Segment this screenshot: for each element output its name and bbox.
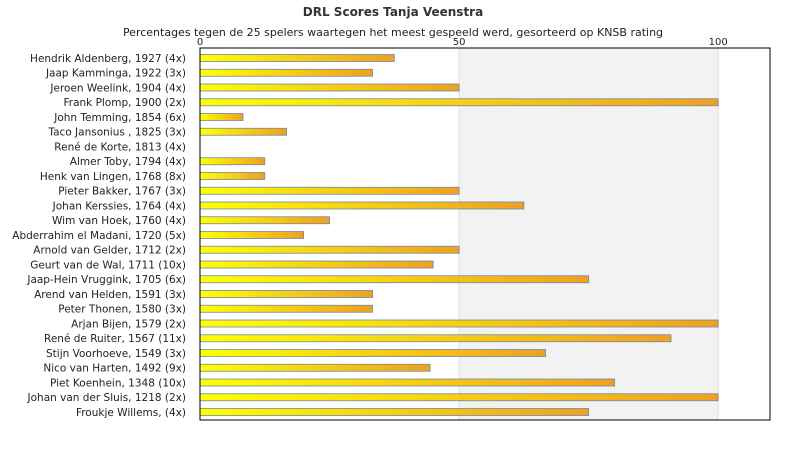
bar (199, 304, 373, 313)
bar (199, 186, 460, 195)
plot-background (459, 48, 719, 420)
bar (199, 319, 719, 328)
category-label: Hendrik Aldenberg, 1927 (4x) (30, 53, 186, 65)
x-axis-ticks: 0 50 100 (197, 37, 728, 48)
bar (199, 393, 719, 402)
bar (199, 408, 590, 416)
category-label: Johan van der Sluis, 1218 (2x) (27, 392, 186, 404)
bar (199, 216, 330, 225)
bar (199, 245, 460, 254)
category-label: Wim van Hoek, 1760 (4x) (52, 215, 186, 227)
category-label: Peter Thonen, 1580 (3x) (58, 304, 186, 316)
bar (199, 290, 373, 298)
category-label: Nico van Harten, 1492 (9x) (43, 363, 186, 375)
gridlines (458, 48, 719, 420)
bar (199, 334, 672, 343)
shaded-band (459, 48, 719, 420)
bar (199, 127, 287, 136)
x-tick-label: 50 (453, 37, 466, 48)
category-label: Henk van Lingen, 1768 (8x) (40, 171, 186, 183)
category-label: Jeroen Weelink, 1904 (4x) (49, 82, 186, 94)
category-label: Geurt van de Wal, 1711 (10x) (30, 259, 186, 271)
bar (199, 68, 373, 77)
chart-title: DRL Scores Tanja Veenstra (303, 5, 483, 19)
bar (199, 157, 266, 166)
bar (199, 83, 460, 92)
category-label: Johan Kerssies, 1764 (4x) (52, 200, 186, 212)
bar (199, 260, 434, 269)
category-label: Abderrahim el Madani, 1720 (5x) (12, 230, 186, 242)
category-label: Arjan Bijen, 1579 (2x) (71, 318, 186, 330)
bar (199, 378, 615, 387)
category-label: Piet Koenhein, 1348 (10x) (50, 377, 186, 389)
category-labels: Hendrik Aldenberg, 1927 (4x) Jaap Kamming… (12, 53, 186, 419)
bar (199, 54, 395, 62)
x-tick-label: 0 (197, 37, 203, 48)
bar (199, 201, 525, 210)
bar (199, 172, 266, 180)
category-label: René de Korte, 1813 (4x) (54, 141, 186, 153)
bar (199, 113, 244, 121)
category-label: René de Ruiter, 1567 (11x) (44, 333, 186, 345)
category-label: Stijn Voorhoeve, 1549 (3x) (46, 348, 186, 360)
bar (199, 349, 547, 357)
plot-border (199, 47, 771, 421)
bar (199, 231, 305, 239)
bars-group (199, 54, 719, 416)
category-label: Jaap Kamminga, 1922 (3x) (45, 68, 186, 80)
chart-subtitle: Percentages tegen de 25 spelers waartege… (123, 26, 663, 39)
category-label: Almer Toby, 1794 (4x) (70, 156, 186, 168)
category-label: Arnold van Gelder, 1712 (2x) (33, 245, 186, 257)
bar (199, 98, 719, 107)
bar (199, 363, 431, 372)
category-label: Pieter Bakker, 1767 (3x) (58, 186, 186, 198)
category-label: Frank Plomp, 1900 (2x) (64, 97, 187, 109)
category-label: Taco Jansonius , 1825 (3x) (47, 127, 186, 139)
category-label: Froukje Willems, (4x) (76, 407, 186, 419)
x-tick-label: 100 (709, 37, 728, 48)
category-label: Jaap-Hein Vruggink, 1705 (6x) (26, 274, 186, 286)
bar (199, 275, 590, 284)
category-label: Arend van Helden, 1591 (3x) (34, 289, 186, 301)
category-label: John Temming, 1854 (6x) (53, 112, 186, 124)
